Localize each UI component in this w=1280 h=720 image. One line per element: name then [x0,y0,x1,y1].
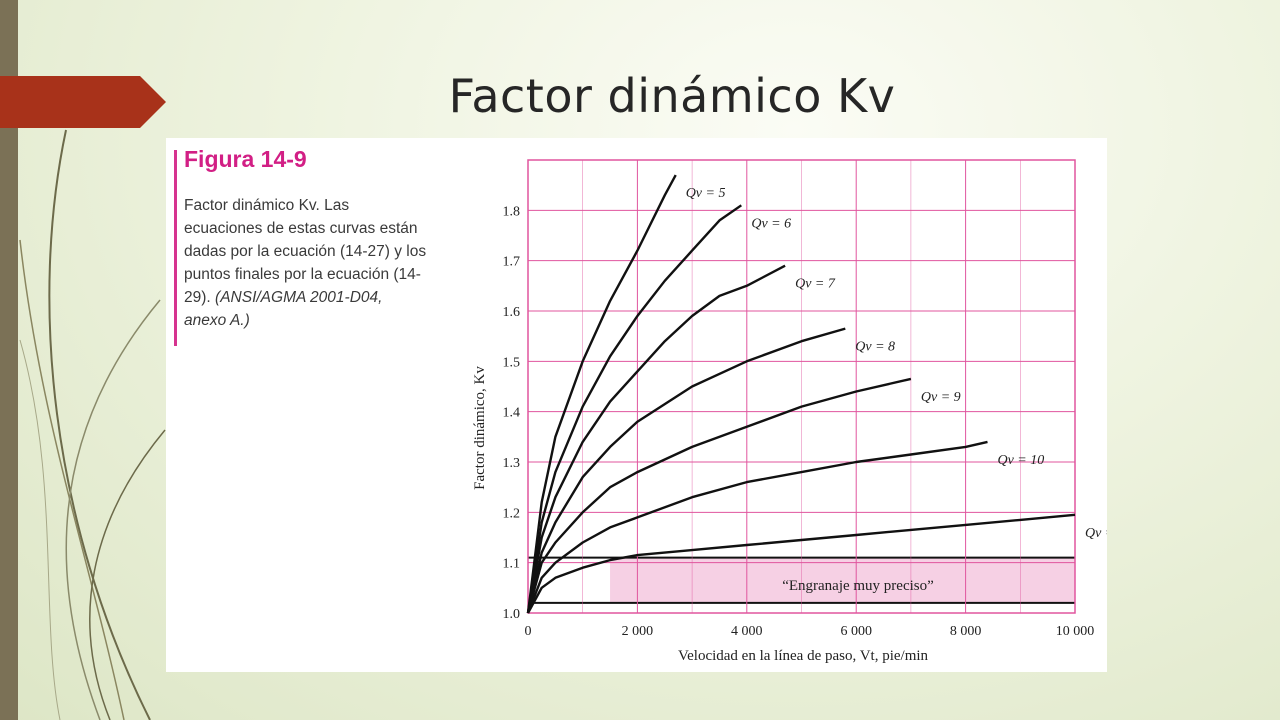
x-tick-label: 4 000 [731,624,763,639]
kv-chart: Qv = 5 Qv = 6 Qv = 7 Qv = 8 Qv = 9 Qv = 10 Qv … [472,159,1107,664]
curve-qv-5 [526,174,677,614]
band-layer [528,556,1075,604]
y-tick-label: 1.5 [503,355,521,370]
curve-qv-11 [526,513,1076,614]
y-tick-label: 1.0 [503,607,521,622]
precision-band [610,557,1075,603]
figure-panel: Figura 14-9 Factor dinámico Kv. Las ecua… [166,138,1107,672]
figure-number: Figura 14-9 [184,146,307,172]
curve-label-qv-10: Qv = 10 [997,453,1044,468]
y-tick-label: 1.7 [503,255,521,270]
tick-layer: 0 2 000 4 000 6 000 8 000 10 000 1.0 1.1 1.2 1.3 1… [503,204,1095,639]
curve-qv-10 [526,440,988,614]
curve-label-qv-8: Qv = 8 [855,340,895,355]
curve-qv-7 [526,264,786,614]
caption-text: Factor dinámico Kv. Las ecuaciones de es… [184,197,427,306]
swoosh-4 [89,429,166,720]
swoosh-1 [48,129,151,720]
y-tick-label: 1.8 [503,204,521,219]
decorative-swooshes [19,129,166,720]
curve-qv-9 [526,377,912,614]
curve-label-qv-7: Qv = 7 [795,277,836,292]
slide-title: Factor dinámico Kv [448,68,896,123]
y-tick-label: 1.1 [503,557,521,572]
y-tick-label: 1.4 [503,406,521,421]
grid-layer [527,159,1076,614]
curve-label-qv-11: Qv = 11 [1085,526,1107,541]
x-tick-label: 8 000 [950,624,982,639]
x-tick-label: 0 [525,624,532,639]
accent-tab [0,76,166,128]
band-label: “Engranaje muy preciso” [782,578,934,594]
curve-qv-6 [526,204,742,614]
x-tick-label: 2 000 [622,624,654,639]
x-tick-label: 10 000 [1056,624,1095,639]
y-axis-title: Factor dinámico, Kv [472,366,488,490]
y-tick-label: 1.6 [503,305,521,320]
x-axis-title: Velocidad en la línea de paso, Vt, pie/m… [678,648,929,664]
caption-source: (ANSI/AGMA 2001-D04, anexo A.) [184,289,383,329]
swoosh-2 [19,239,125,720]
x-tick-label: 6 000 [840,624,872,639]
figure-caption: Factor dinámico Kv. Las ecuaciones de es… [184,194,428,332]
swoosh-3 [65,299,161,720]
curve-label-qv-9: Qv = 9 [921,390,961,405]
swoosh-5 [19,339,61,720]
y-tick-label: 1.3 [503,456,521,471]
curve-label-qv-5: Qv = 5 [686,186,726,201]
curve-label-qv-6: Qv = 6 [751,216,791,231]
series-layer: Qv = 5 Qv = 6 Qv = 7 Qv = 8 Qv = 9 Qv = 10 Qv … [526,174,1107,614]
caption-accent-bar [174,150,177,346]
sidebar-stripe [0,0,18,720]
curve-qv-8 [526,327,846,614]
y-tick-label: 1.2 [503,506,521,521]
